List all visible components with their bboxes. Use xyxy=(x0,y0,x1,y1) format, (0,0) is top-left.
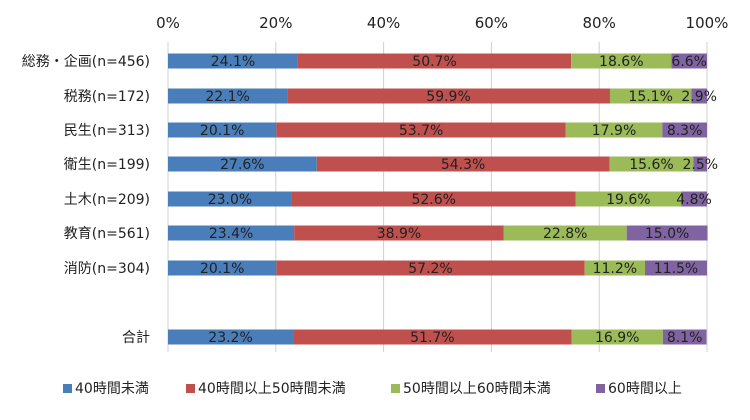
category-label: 税務(n=172) xyxy=(64,89,150,105)
category-label: 民生(n=313) xyxy=(64,123,150,139)
bar-segment xyxy=(168,260,277,276)
data-label: 16.9% xyxy=(595,330,639,346)
data-label: 19.6% xyxy=(606,192,650,208)
bar-segment xyxy=(626,225,708,241)
data-label: 51.7% xyxy=(410,330,454,346)
data-label: 11.5% xyxy=(654,261,698,277)
category-label: 合計 xyxy=(122,330,150,346)
bar-segment xyxy=(168,122,277,138)
bar-segment xyxy=(662,122,707,138)
bar-segment xyxy=(503,225,627,241)
data-label: 27.6% xyxy=(220,157,264,173)
data-label: 24.1% xyxy=(211,54,255,70)
bar-segment xyxy=(609,156,694,172)
bar-segment xyxy=(293,329,572,345)
bar-segment xyxy=(291,191,576,207)
bar-segment xyxy=(294,225,504,241)
legend-swatch xyxy=(186,384,195,393)
legend-swatch xyxy=(596,384,605,393)
x-tick-label: 20% xyxy=(259,14,292,32)
data-label: 4.8% xyxy=(676,192,712,208)
bar-segment xyxy=(693,156,707,172)
bar-segment xyxy=(168,191,292,207)
data-label: 2.9% xyxy=(681,89,717,105)
category-label: 教育(n=561) xyxy=(64,226,150,242)
bar-segment xyxy=(168,88,288,104)
legend-swatch xyxy=(63,384,72,393)
bar-segment xyxy=(571,329,663,345)
legend-swatch xyxy=(391,384,400,393)
bar-segment xyxy=(316,156,610,172)
data-label: 23.4% xyxy=(209,226,253,242)
data-label: 23.0% xyxy=(208,192,252,208)
data-label: 54.3% xyxy=(441,157,485,173)
data-label: 18.6% xyxy=(599,54,643,70)
bar-segment xyxy=(287,88,610,104)
data-label: 17.9% xyxy=(592,123,636,139)
bar-segment xyxy=(575,191,682,207)
data-label: 50.7% xyxy=(412,54,456,70)
category-label: 総務・企画(n=456) xyxy=(22,53,150,70)
bar-segment xyxy=(276,260,585,276)
data-label: 2.5% xyxy=(682,157,718,173)
bar-segment xyxy=(671,53,707,69)
bar-segment xyxy=(297,53,572,69)
data-label: 15.6% xyxy=(629,157,673,173)
bar-segment xyxy=(662,329,707,345)
legend: 40時間未満 40時間以上50時間未満 50時間以上60時間未満 60時間以上 xyxy=(63,381,682,397)
x-axis-tick-labels: 0% 20% 40% 60% 80% 100% xyxy=(156,14,728,32)
category-label: 衛生(n=199) xyxy=(64,157,150,173)
bar-segment xyxy=(168,53,298,69)
data-label: 38.9% xyxy=(377,226,421,242)
data-label: 20.1% xyxy=(200,123,244,139)
data-label: 22.8% xyxy=(543,226,587,242)
bar-segment xyxy=(609,88,692,104)
legend-entry: 40時間以上50時間未満 xyxy=(198,381,346,397)
data-label: 23.2% xyxy=(208,330,252,346)
x-tick-label: 0% xyxy=(156,14,180,32)
data-label: 11.2% xyxy=(593,261,637,277)
data-label: 52.6% xyxy=(411,192,455,208)
category-labels: 総務・企画(n=456) 税務(n=172) 民生(n=313) 衛生(n=199) 土… xyxy=(22,53,150,346)
bars: 24.1% 50.7% 18.6% 6.6% 22.1% 59.9% 15.1% 2.9% 20… xyxy=(168,53,718,346)
x-tick-label: 40% xyxy=(367,14,400,32)
x-tick-label: 60% xyxy=(475,14,508,32)
data-label: 20.1% xyxy=(200,261,244,277)
bar-segment xyxy=(168,329,294,345)
bar-segment xyxy=(571,53,672,69)
x-tick-label: 100% xyxy=(686,14,729,32)
bar-segment xyxy=(691,88,707,104)
legend-entry: 50時間以上60時間未満 xyxy=(403,381,551,397)
bar-segment xyxy=(168,225,295,241)
bar-segment xyxy=(168,156,317,172)
legend-entry: 40時間未満 xyxy=(75,381,149,397)
bar-segment xyxy=(681,191,707,207)
data-label: 59.9% xyxy=(426,89,470,105)
data-label: 53.7% xyxy=(399,123,443,139)
data-label: 22.1% xyxy=(205,89,249,105)
bar-segment xyxy=(276,122,566,138)
data-label: 15.1% xyxy=(628,89,672,105)
category-label: 土木(n=209) xyxy=(64,192,150,208)
bar-segment xyxy=(565,122,663,138)
data-label: 8.3% xyxy=(667,123,703,139)
data-label: 57.2% xyxy=(408,261,452,277)
legend-entry: 60時間以上 xyxy=(608,381,682,397)
data-label: 8.1% xyxy=(667,330,703,346)
bar-segment xyxy=(645,260,707,276)
data-label: 6.6% xyxy=(671,54,707,70)
category-label: 消防(n=304) xyxy=(64,261,150,277)
data-label: 15.0% xyxy=(645,226,689,242)
x-tick-label: 80% xyxy=(583,14,616,32)
bar-segment xyxy=(584,260,646,276)
